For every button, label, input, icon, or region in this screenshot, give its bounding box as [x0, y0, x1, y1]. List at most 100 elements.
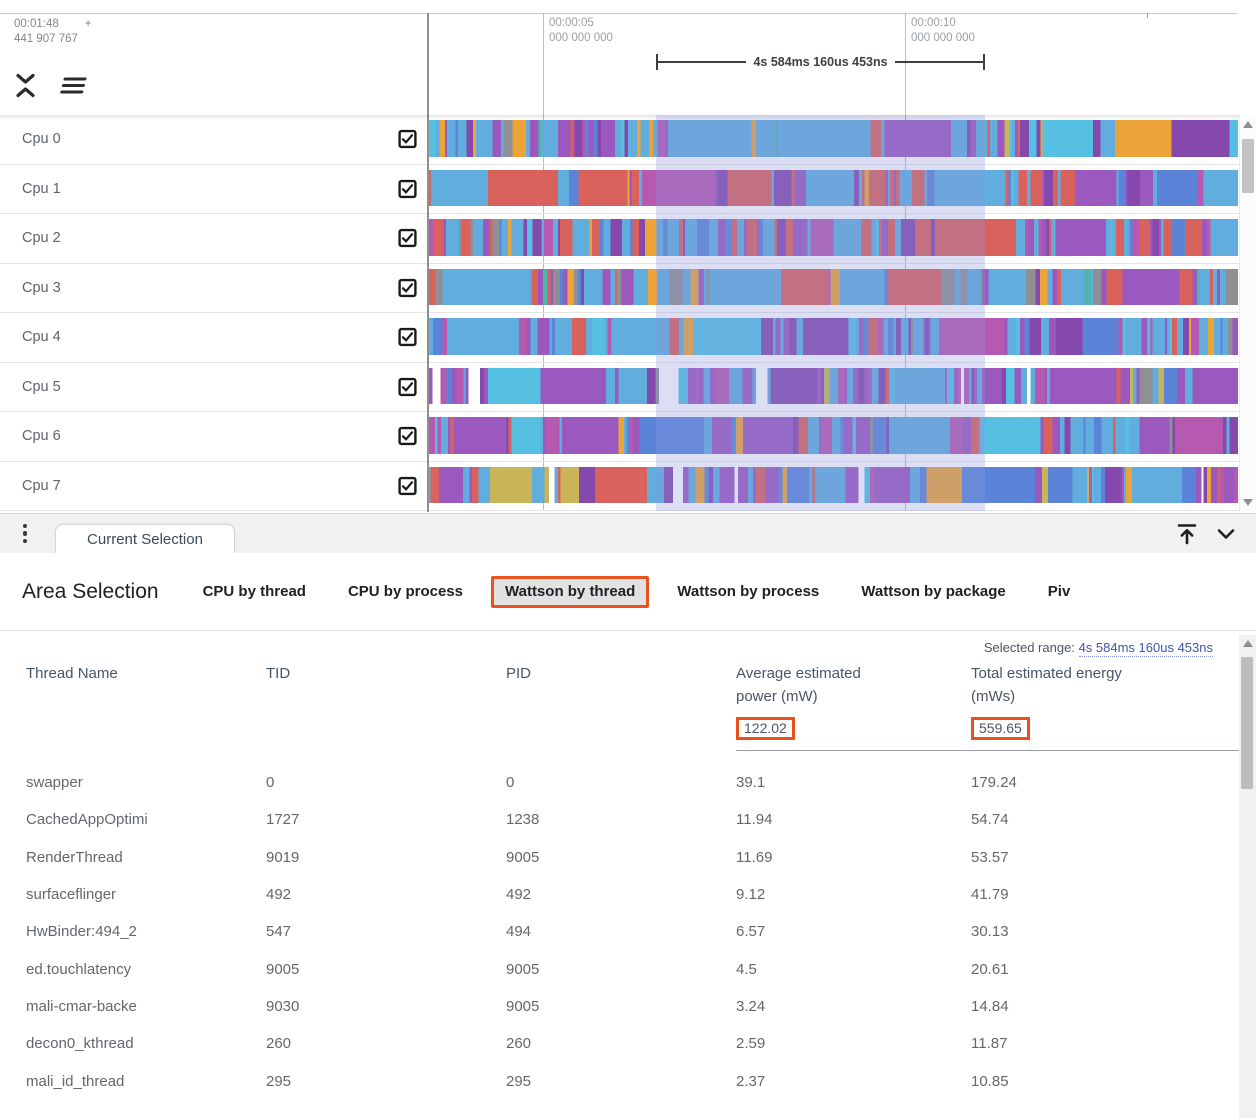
cpu-track-label: Cpu 6	[22, 428, 61, 445]
tab-wattson-by-process[interactable]: Wattson by process	[677, 583, 820, 600]
cell: 492	[266, 886, 292, 904]
collapse-panel-icon[interactable]	[1216, 527, 1236, 541]
cpu-track-row[interactable]: Cpu 2	[0, 214, 1256, 264]
cpu-track-row[interactable]: Cpu 7	[0, 462, 1256, 511]
cpu-track-row[interactable]: Cpu 0	[0, 115, 1256, 165]
cell: 295	[506, 1072, 532, 1090]
cpu-track-timeline[interactable]	[428, 169, 1238, 206]
cpu-track-list: Cpu 0 Cpu 1 Cpu 2 Cpu 3 Cpu 4 Cpu 5 Cpu 6 Cpu 7	[0, 115, 1256, 513]
header-cell[interactable]: Thread Name	[26, 655, 266, 686]
scroll-up-arrow[interactable]	[1242, 640, 1253, 647]
header-cell-label: Average estimated power (mW)	[736, 665, 861, 705]
track-checkbox[interactable]	[398, 278, 417, 297]
cpu-track-timeline[interactable]	[428, 219, 1238, 256]
tab-cpu-by-thread[interactable]: CPU by thread	[202, 583, 306, 600]
cell: HwBinder:494_2	[26, 923, 137, 941]
track-shell-divider[interactable]	[427, 13, 429, 512]
tab-piv[interactable]: Piv	[1047, 583, 1071, 600]
cell: 9030	[266, 997, 300, 1015]
track-checkbox[interactable]	[398, 377, 417, 396]
table-row: decon0_kthread 260 260 2.59 11.87	[0, 1025, 1239, 1062]
cell: 547	[266, 923, 292, 941]
header-cell[interactable]: TID	[266, 655, 506, 686]
cpu-track-row[interactable]: Cpu 6	[0, 412, 1256, 462]
header-cell-label: Thread Name	[26, 665, 118, 682]
bottom-panel-tabstrip: Current Selection	[0, 513, 1256, 553]
table-row: CachedAppOptimi 1727 1238 11.94 54.74	[0, 801, 1239, 838]
cell: 6.57	[736, 923, 766, 941]
scrollbar-thumb[interactable]	[1242, 139, 1254, 193]
selected-range-value-link[interactable]: 4s 584ms 160us 453ns	[1078, 640, 1213, 657]
cell: 4.5	[736, 960, 757, 978]
origin-subtime-text: 441 907 767	[14, 32, 78, 45]
summary-cell	[266, 708, 506, 727]
track-checkbox[interactable]	[398, 476, 417, 495]
cpu-track-timeline[interactable]	[428, 120, 1238, 157]
cell: 41.79	[971, 886, 1009, 904]
cpu-track-label: Cpu 0	[22, 131, 61, 148]
table-row: ed.touchlatency 9005 9005 4.5 20.61	[0, 950, 1239, 987]
tab-wattson-by-thread[interactable]: Wattson by thread	[491, 575, 650, 608]
cell: 2.37	[736, 1072, 766, 1090]
panel-controls	[1176, 514, 1236, 553]
table-row: mali_id_thread 295 295 2.37 10.85	[0, 1062, 1239, 1099]
track-checkbox[interactable]	[398, 328, 417, 347]
panel-menu-icon[interactable]	[16, 522, 34, 546]
tab-current-selection[interactable]: Current Selection	[55, 524, 235, 553]
header-cell[interactable]: Total estimated energy (mWs)	[971, 655, 1239, 708]
cell: swapper	[26, 774, 83, 792]
cell: surfaceflinger	[26, 886, 117, 904]
time-gridline	[905, 13, 906, 511]
table-header-row: Thread Name TID PID Average estimated power…	[0, 655, 1239, 708]
cell: 11.94	[736, 811, 773, 829]
summary-cell	[26, 708, 266, 727]
cell: 11.69	[736, 848, 773, 866]
header-cell-label: Total estimated energy (mWs)	[971, 665, 1122, 705]
track-checkbox[interactable]	[398, 179, 417, 198]
dock-to-top-icon[interactable]	[1176, 522, 1198, 546]
scrollbar-thumb[interactable]	[1241, 657, 1253, 789]
cell: CachedAppOptimi	[26, 811, 148, 829]
track-checkbox[interactable]	[398, 130, 417, 149]
cpu-track-row[interactable]: Cpu 1	[0, 165, 1256, 214]
table-scrollbar[interactable]	[1239, 635, 1256, 1118]
cpu-track-label: Cpu 2	[22, 230, 61, 247]
cpu-track-row[interactable]: Cpu 5	[0, 363, 1256, 412]
cpu-track-row[interactable]: Cpu 3	[0, 264, 1256, 313]
header-cell[interactable]: Average estimated power (mW)	[736, 655, 971, 708]
origin-plus: +	[84, 18, 92, 30]
tab-cpu-by-process[interactable]: CPU by process	[347, 583, 463, 600]
annotated-summary-value: 122.02	[736, 717, 795, 740]
scroll-down-arrow[interactable]	[1243, 499, 1253, 506]
cell: 295	[266, 1072, 292, 1090]
cpu-track-timeline[interactable]	[428, 466, 1238, 503]
time-gridline	[543, 13, 544, 511]
cell: 53.57	[971, 848, 1009, 866]
cell: 260	[506, 1035, 532, 1053]
summary-cell	[506, 708, 736, 727]
selection-duration-marker: 4s 584ms 160us 453ns	[656, 54, 986, 70]
cell: 9005	[506, 848, 540, 866]
cell: 9005	[506, 997, 540, 1015]
cpu-track-timeline[interactable]	[428, 268, 1238, 305]
track-checkbox[interactable]	[398, 229, 417, 248]
table-row: RenderThread 9019 9005 11.69 53.57	[0, 839, 1239, 876]
marker-line	[658, 61, 747, 63]
summary-cell: 122.02	[736, 708, 971, 751]
cpu-track-timeline[interactable]	[428, 318, 1238, 355]
collapse-tracks-icon[interactable]	[14, 72, 37, 99]
header-cell[interactable]: PID	[506, 655, 736, 686]
cpu-track-timeline[interactable]	[428, 367, 1238, 404]
sort-tracks-icon[interactable]	[55, 75, 89, 97]
track-checkbox[interactable]	[398, 427, 417, 446]
scroll-up-arrow[interactable]	[1243, 121, 1253, 128]
tab-wattson-by-package[interactable]: Wattson by package	[861, 583, 1006, 600]
timeline-scrollbar[interactable]	[1239, 115, 1256, 512]
cell: 1727	[266, 811, 300, 829]
cpu-track-row[interactable]: Cpu 4	[0, 313, 1256, 363]
cpu-track-label: Cpu 7	[22, 477, 61, 494]
origin-time-text: 00:01:48	[14, 18, 59, 30]
cell: 9.12	[736, 886, 766, 904]
panel-title: Area Selection	[22, 579, 159, 603]
cpu-track-timeline[interactable]	[428, 417, 1238, 454]
